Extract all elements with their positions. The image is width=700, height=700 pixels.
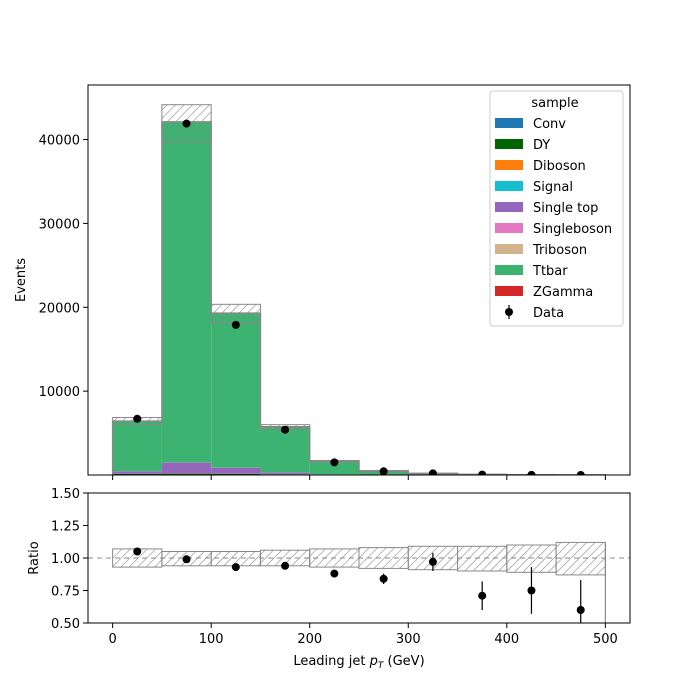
legend-label: Signal xyxy=(533,180,573,195)
y-tick-label: 20000 xyxy=(39,301,80,316)
legend-swatch-conv xyxy=(495,118,523,128)
bar-single-top-bin-1 xyxy=(161,462,212,474)
x-tick-label: 200 xyxy=(297,632,322,647)
ratio-y-tick-label: 1.50 xyxy=(51,487,80,502)
ratio-y-tick-label: 0.75 xyxy=(51,585,80,600)
legend-swatch-triboson xyxy=(495,244,523,254)
data-point-6 xyxy=(428,469,437,475)
main-plot-frame xyxy=(87,84,631,476)
legend-label: Triboson xyxy=(532,243,587,258)
x-tick-label: 100 xyxy=(199,632,224,647)
legend-data-marker xyxy=(505,308,513,316)
ratio-point-4 xyxy=(330,569,339,578)
ratio-point-1 xyxy=(182,555,191,564)
ratio-point-5 xyxy=(379,574,388,583)
legend-swatch-zgamma xyxy=(495,286,523,296)
data-point-0 xyxy=(133,414,142,423)
x-axis-label-unit: (GeV) xyxy=(383,654,424,669)
bar-ttbar-bin-2 xyxy=(211,313,261,468)
x-axis-label-prefix: Leading jet xyxy=(293,654,369,669)
data-point-4 xyxy=(330,458,339,467)
ratio-band-bin-5 xyxy=(358,547,409,569)
legend-label: Conv xyxy=(533,117,566,132)
ratio-y-axis-label: Ratio xyxy=(27,541,42,574)
mc-uncertainty-band-bin-2 xyxy=(210,303,261,324)
ratio-point-0 xyxy=(133,547,142,556)
bar-single-top-bin-3 xyxy=(260,472,310,475)
ratio-point-3 xyxy=(281,561,290,570)
y-axis-label: Events xyxy=(14,258,29,302)
legend-title: sample xyxy=(531,96,578,111)
ratio-band-bin-7 xyxy=(457,545,508,572)
x-tick-label: 0 xyxy=(108,632,116,647)
bar-single-top-bin-4 xyxy=(309,474,359,475)
legend-swatch-diboson xyxy=(495,160,523,170)
x-axis-label: Leading jet pT (GeV) xyxy=(293,654,424,671)
x-tick-label: 400 xyxy=(494,632,519,647)
bar-ttbar-bin-1 xyxy=(161,121,212,463)
legend-label: Ttbar xyxy=(532,264,568,279)
x-axis-label-subscript: T xyxy=(378,661,385,671)
legend-swatch-single-top xyxy=(495,202,523,212)
y-tick-label: 40000 xyxy=(39,134,80,149)
y-tick-label: 30000 xyxy=(39,217,80,232)
ratio-y-tick-label: 1.25 xyxy=(51,520,80,535)
legend-label: Singleboson xyxy=(533,222,612,237)
ratio-band-bin-9 xyxy=(555,541,606,576)
legend: sample Conv DY Diboson Signal Single top Sing… xyxy=(489,90,624,327)
bar-dy-bin-0 xyxy=(112,473,162,475)
bar-single-top-bin-2 xyxy=(211,467,261,474)
x-axis-label-pt: p xyxy=(369,654,378,669)
bar-ttbar-bin-0 xyxy=(112,421,162,472)
bar-dy-bin-1 xyxy=(161,473,212,475)
bar-ttbar-bin-4 xyxy=(309,460,359,475)
legend-swatch-signal xyxy=(495,181,523,191)
data-point-8 xyxy=(527,470,536,475)
data-point-2 xyxy=(231,320,240,329)
y-tick-label: 10000 xyxy=(39,385,80,400)
bar-single-top-bin-0 xyxy=(112,471,162,474)
x-tick-label: 500 xyxy=(593,632,618,647)
data-point-7 xyxy=(478,470,487,475)
data-point-9 xyxy=(576,470,585,475)
legend-label: ZGamma xyxy=(533,285,593,300)
ratio-y-tick-label: 0.50 xyxy=(51,617,80,632)
data-point-3 xyxy=(281,425,290,434)
bar-ttbar-bin-3 xyxy=(260,426,310,473)
data-point-5 xyxy=(379,467,388,475)
x-tick-label: 300 xyxy=(396,632,421,647)
legend-label: DY xyxy=(533,138,550,153)
ratio-point-9 xyxy=(576,606,585,614)
ratio-point-8 xyxy=(527,586,536,595)
ratio-y-tick-label: 1.00 xyxy=(51,552,80,567)
legend-swatch-singleboson xyxy=(495,223,523,233)
ratio-point-2 xyxy=(231,563,240,572)
legend-label: Single top xyxy=(533,201,598,216)
legend-swatch-ttbar xyxy=(495,265,523,275)
data-point-1 xyxy=(182,119,191,128)
main-plot-area: 10000 20000 30000 40000 Events xyxy=(14,84,631,480)
ratio-point-7 xyxy=(478,591,487,600)
legend-label: Diboson xyxy=(533,159,586,174)
ratio-point-6 xyxy=(428,557,437,566)
legend-swatch-dy xyxy=(495,139,523,149)
ratio-plot-area: 0.50 0.75 1.00 1.25 1.50 0 100 200 300 400 500 Ra… xyxy=(27,487,631,671)
bar-dy-bin-2 xyxy=(211,473,261,475)
legend-label: Data xyxy=(533,306,564,321)
legend-box xyxy=(489,90,624,327)
